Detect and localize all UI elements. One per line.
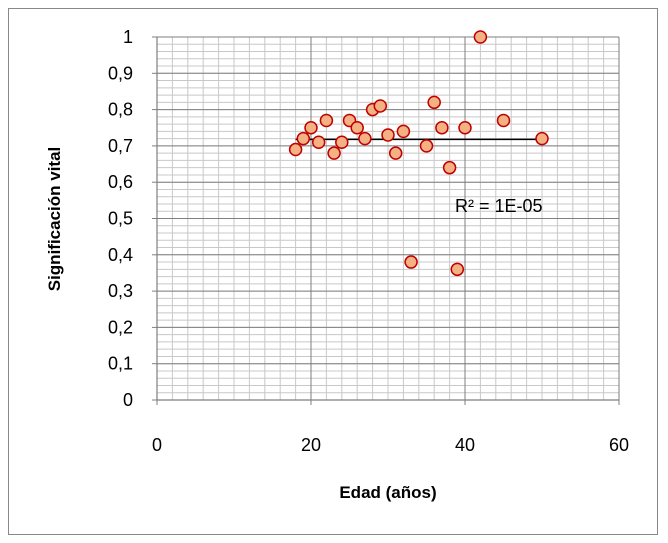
data-point xyxy=(288,142,303,157)
data-point xyxy=(535,131,549,146)
y-tick-label: 1 xyxy=(123,27,133,47)
y-tick-label: 0 xyxy=(123,390,133,410)
data-point xyxy=(435,121,449,135)
y-tick-label: 0,4 xyxy=(108,245,133,265)
data-point xyxy=(427,95,441,110)
data-point xyxy=(458,121,472,135)
data-point xyxy=(381,128,395,142)
y-tick-label: 0,2 xyxy=(108,317,133,337)
data-point xyxy=(304,121,318,135)
data-point xyxy=(404,255,418,269)
y-axis-title: Significación vital xyxy=(45,147,64,292)
data-point xyxy=(442,160,457,175)
points-group xyxy=(288,30,549,277)
data-point xyxy=(450,262,465,277)
labels-group: 0 0,1 0,2 0,3 0,4 0,5 0,6 0,7 0,8 0,9 1 0 20 40 60 xyxy=(108,27,629,455)
data-point xyxy=(358,131,372,146)
y-tick-label: 0,9 xyxy=(108,63,133,83)
x-tick-label: 40 xyxy=(455,435,475,455)
y-tick-label: 0,8 xyxy=(108,100,133,120)
x-tick-label: 0 xyxy=(152,435,162,455)
data-point xyxy=(373,99,388,113)
data-point xyxy=(350,121,364,135)
data-point xyxy=(311,135,326,150)
data-point xyxy=(396,124,411,139)
r-squared-annotation: R² = 1E-05 xyxy=(455,196,543,216)
y-tick-label: 0,7 xyxy=(108,136,133,156)
y-tick-label: 0,5 xyxy=(108,209,133,229)
data-point xyxy=(388,146,403,160)
x-axis-title: Edad (años) xyxy=(339,483,436,502)
y-tick-label: 0,6 xyxy=(108,172,133,192)
data-point xyxy=(335,135,349,150)
data-point xyxy=(319,113,334,128)
x-tick-label: 60 xyxy=(609,435,629,455)
data-point xyxy=(327,146,341,160)
x-tick-label: 20 xyxy=(301,435,321,455)
data-point xyxy=(296,131,311,146)
grid xyxy=(156,36,620,401)
chart-frame xyxy=(8,8,658,535)
data-point xyxy=(419,139,434,153)
axes xyxy=(152,36,620,405)
data-point xyxy=(496,113,511,128)
y-tick-label: 0,1 xyxy=(108,354,133,374)
y-tick-label: 0,3 xyxy=(108,281,133,301)
data-point xyxy=(473,30,488,44)
